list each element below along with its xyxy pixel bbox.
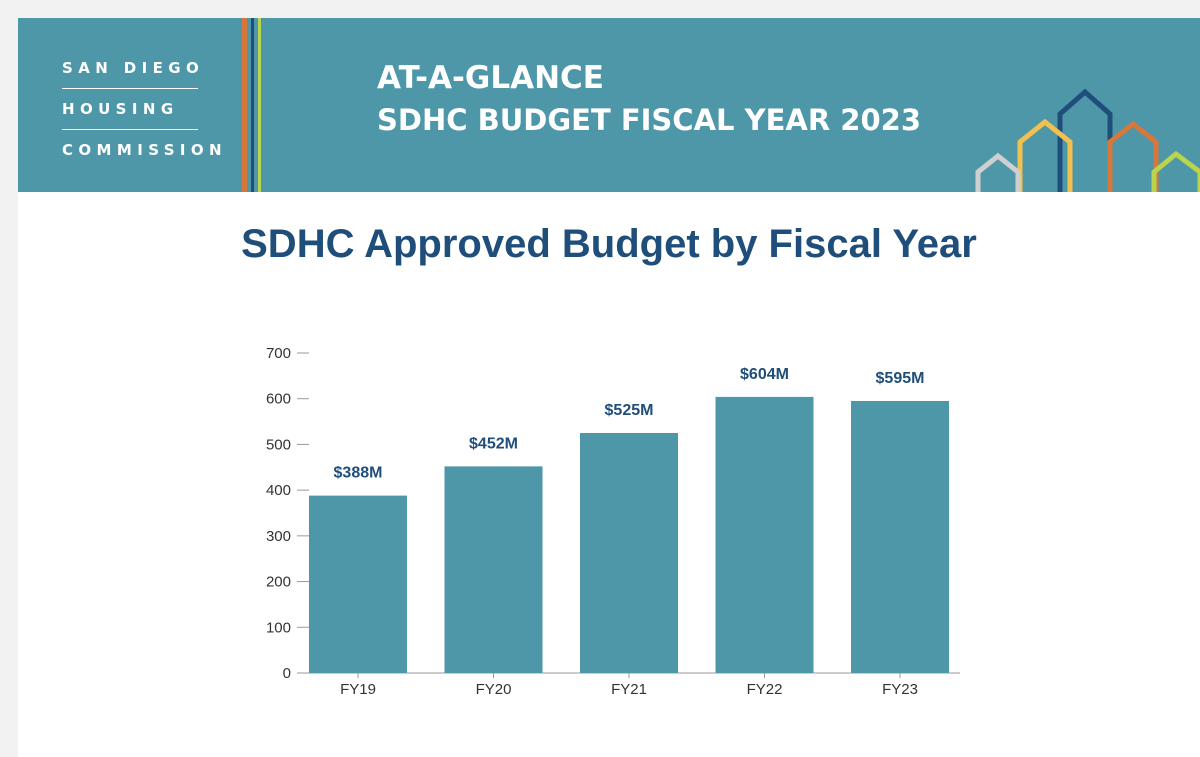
- house-outline-green-icon: [1151, 150, 1200, 192]
- accent-stripe-orange: [242, 18, 247, 192]
- y-tick-label: 300: [266, 528, 291, 545]
- logo-line-3: COMMISSION: [62, 141, 228, 159]
- x-tick-label: FY21: [611, 681, 647, 698]
- chart-title: SDHC Approved Budget by Fiscal Year: [241, 222, 977, 266]
- banner-title-line-2: SDHC BUDGET FISCAL YEAR 2023: [377, 103, 922, 137]
- house-outline-yellow-icon: [1017, 118, 1073, 192]
- logo-divider: [62, 129, 198, 130]
- y-tick-label: 200: [266, 574, 291, 591]
- accent-stripe-green: [258, 18, 261, 192]
- house-outline-gray-icon: [975, 152, 1021, 192]
- y-tick-label: 500: [266, 436, 291, 453]
- logo-line-1: SAN DIEGO: [62, 59, 205, 77]
- x-tick-label: FY23: [882, 681, 918, 698]
- logo-divider: [62, 88, 198, 89]
- data-label: $525M: [605, 402, 654, 419]
- x-tick-label: FY19: [340, 681, 376, 698]
- header-banner: SAN DIEGO HOUSING COMMISSION AT-A-GLANCE…: [18, 18, 1200, 192]
- accent-stripe-navy: [251, 18, 254, 192]
- sdhc-logo: SAN DIEGO HOUSING COMMISSION: [62, 58, 228, 160]
- bar: [851, 401, 949, 673]
- x-tick-label: FY20: [476, 681, 512, 698]
- page: SAN DIEGO HOUSING COMMISSION AT-A-GLANCE…: [18, 18, 1200, 757]
- bar-chart: 0 100 200 300 400 500 600 700 $388M FY19 $452M FY20…: [266, 345, 960, 698]
- banner-title: AT-A-GLANCE SDHC BUDGET FISCAL YEAR 2023: [377, 58, 921, 142]
- y-tick-label: 0: [283, 665, 291, 682]
- bar: [309, 495, 407, 673]
- data-label: $604M: [740, 366, 789, 383]
- y-tick-label: 600: [266, 391, 291, 408]
- house-outline-orange-icon: [1107, 120, 1159, 192]
- bar: [444, 466, 543, 673]
- y-tick-label: 700: [266, 345, 291, 362]
- x-tick-label: FY22: [747, 681, 783, 698]
- logo-line-2: HOUSING: [62, 100, 179, 118]
- bar: [715, 396, 814, 673]
- houses-graphic: [975, 88, 1200, 192]
- data-label: $595M: [876, 370, 925, 387]
- data-label: $388M: [334, 465, 383, 482]
- data-label: $452M: [469, 435, 518, 452]
- y-tick-label: 100: [266, 619, 291, 636]
- bar: [580, 433, 678, 673]
- banner-title-line-1: AT-A-GLANCE: [377, 60, 604, 96]
- y-tick-label: 400: [266, 482, 291, 499]
